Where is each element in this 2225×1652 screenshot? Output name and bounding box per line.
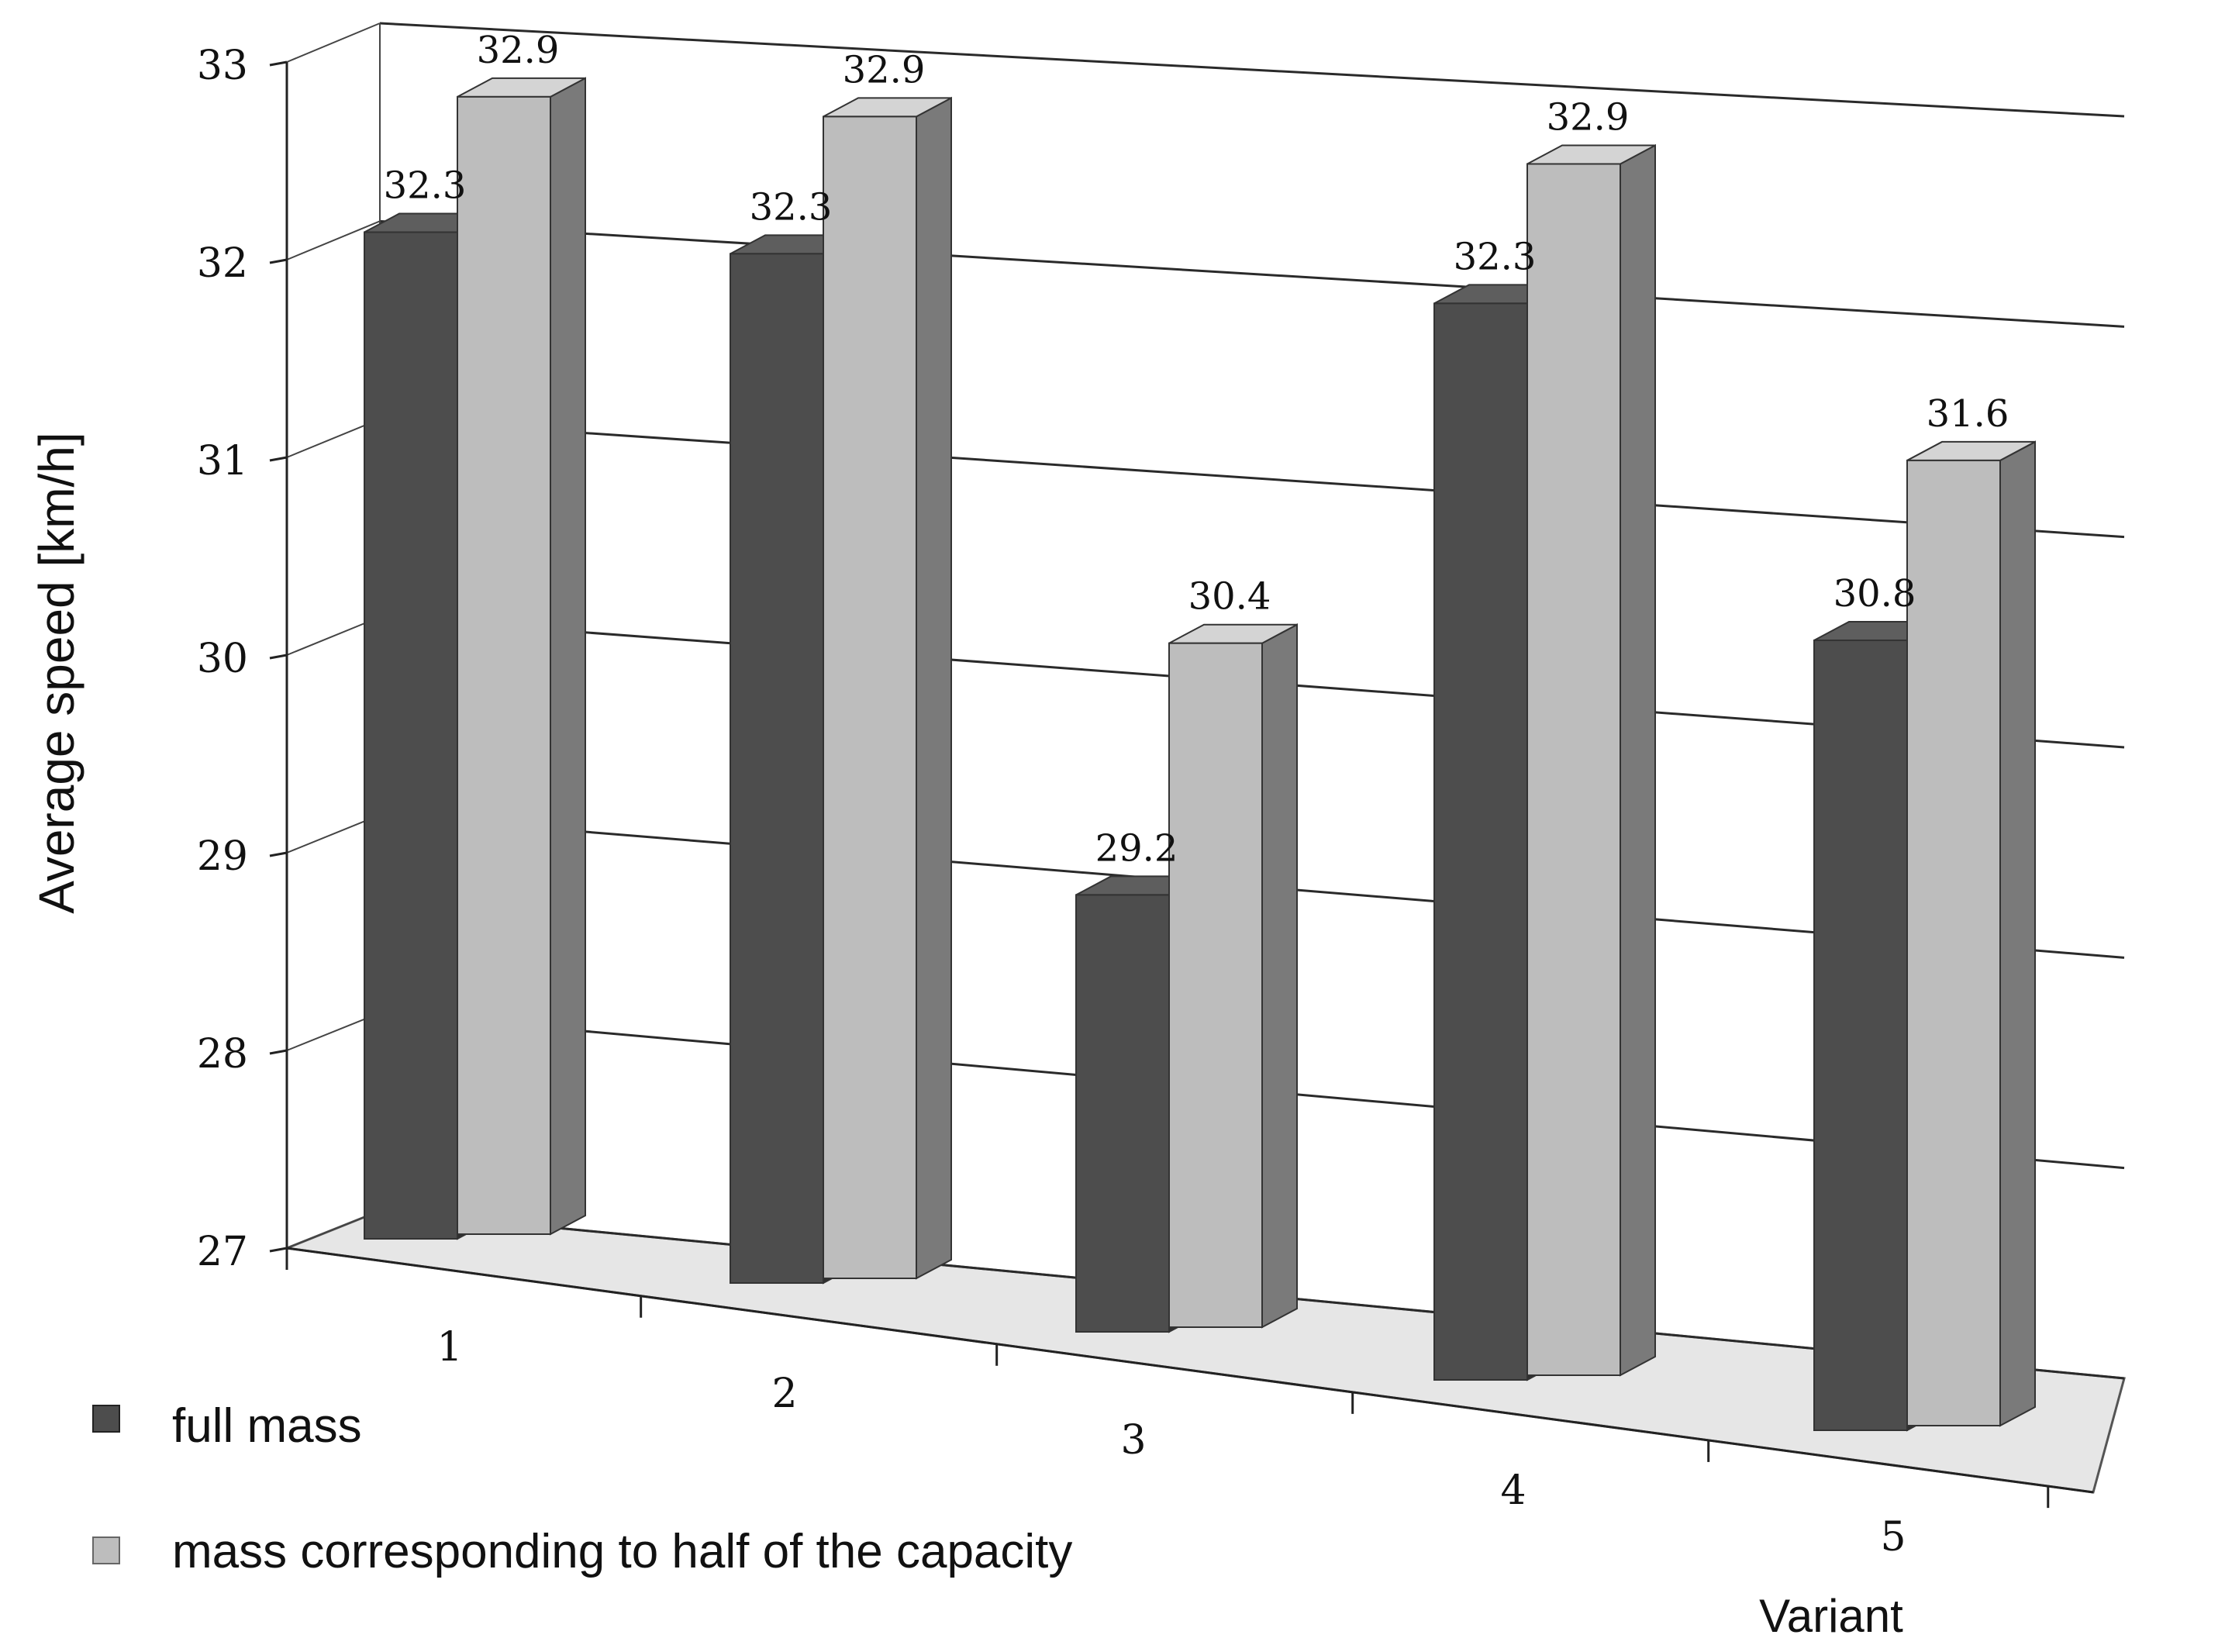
data-label: 30.8 xyxy=(1833,572,1916,616)
bar-side-1-3 xyxy=(1620,143,1656,1377)
data-label: 32.3 xyxy=(384,164,467,208)
legend-label-half-capacity: mass corresponding to half of the capaci… xyxy=(172,1525,1072,1578)
y-tick xyxy=(269,851,288,857)
data-label: 32.3 xyxy=(750,185,833,229)
data-label: 32.9 xyxy=(1547,95,1630,139)
y-tick-label: 28 xyxy=(197,1031,248,1078)
y-axis-title: Average speed [km/h] xyxy=(29,432,85,913)
legend: full mass mass corresponding to half of … xyxy=(92,1399,1072,1578)
bar-half-capacity-variant-5 xyxy=(1906,459,2001,1426)
gridline-connector xyxy=(286,220,381,260)
y-tick xyxy=(269,1247,288,1253)
bar-full-mass-variant-4 xyxy=(1433,302,1528,1381)
y-tick xyxy=(269,456,288,462)
bar-half-capacity-variant-3 xyxy=(1168,642,1263,1328)
bar-full-mass-variant-5 xyxy=(1813,639,1908,1431)
axes: 27 28 29 30 31 32 33 1 2 3 4 5 xyxy=(197,23,2094,1561)
x-axis-title: Variant xyxy=(1759,1590,1903,1642)
bars xyxy=(364,77,2036,1432)
y-tick-label: 33 xyxy=(197,43,248,89)
gridline xyxy=(379,22,2125,118)
bar-half-capacity-variant-4 xyxy=(1526,163,1621,1377)
legend-item-half-capacity: mass corresponding to half of the capaci… xyxy=(92,1525,1072,1578)
legend-swatch-half-capacity xyxy=(92,1536,120,1564)
y-tick-label: 29 xyxy=(197,833,248,880)
y-tick xyxy=(269,654,288,660)
y-tick xyxy=(269,258,288,264)
data-label: 32.9 xyxy=(477,29,560,72)
bar-half-capacity-variant-1 xyxy=(457,95,551,1235)
x-tick-label: 3 xyxy=(1120,1417,1146,1464)
data-label: 32.9 xyxy=(843,48,926,91)
legend-label-full-mass: full mass xyxy=(172,1399,362,1453)
y-tick xyxy=(269,1049,288,1055)
y-tick xyxy=(269,60,288,67)
bar-side-1-1 xyxy=(916,96,952,1280)
data-label: 30.4 xyxy=(1188,575,1271,619)
data-label: 29.2 xyxy=(1095,826,1178,870)
x-tick-label: 1 xyxy=(436,1324,462,1371)
y-tick-label: 31 xyxy=(197,438,248,485)
x-tick-label: 2 xyxy=(771,1371,797,1417)
data-labels: 32.3 32.3 29.2 32.3 30.8 32.9 32.9 30.4 32.9 31.6 xyxy=(384,29,2009,871)
gridline-connector xyxy=(286,22,381,63)
bar-full-mass-variant-2 xyxy=(730,253,824,1285)
x-tick-label: 4 xyxy=(1500,1467,1526,1514)
legend-swatch-full-mass xyxy=(92,1405,120,1433)
y-tick-label: 30 xyxy=(197,636,248,682)
y-tick-label: 27 xyxy=(197,1229,248,1275)
bar-side-1-4 xyxy=(1999,440,2036,1427)
x-axis-line xyxy=(286,1247,2094,1494)
data-label: 32.3 xyxy=(1454,235,1537,278)
gridline xyxy=(379,418,2125,539)
y-tick-label: 32 xyxy=(197,240,248,287)
legend-item-full-mass: full mass xyxy=(92,1399,362,1453)
bar-side-1-0 xyxy=(550,77,586,1236)
x-tick-label: 5 xyxy=(1880,1514,1906,1561)
bar-full-mass-variant-1 xyxy=(364,231,458,1240)
bar-half-capacity-variant-2 xyxy=(823,116,917,1279)
bar-full-mass-variant-3 xyxy=(1075,894,1170,1333)
gridline xyxy=(379,219,2125,328)
data-label: 31.6 xyxy=(1927,392,2009,436)
bar-side-1-2 xyxy=(1261,623,1298,1329)
